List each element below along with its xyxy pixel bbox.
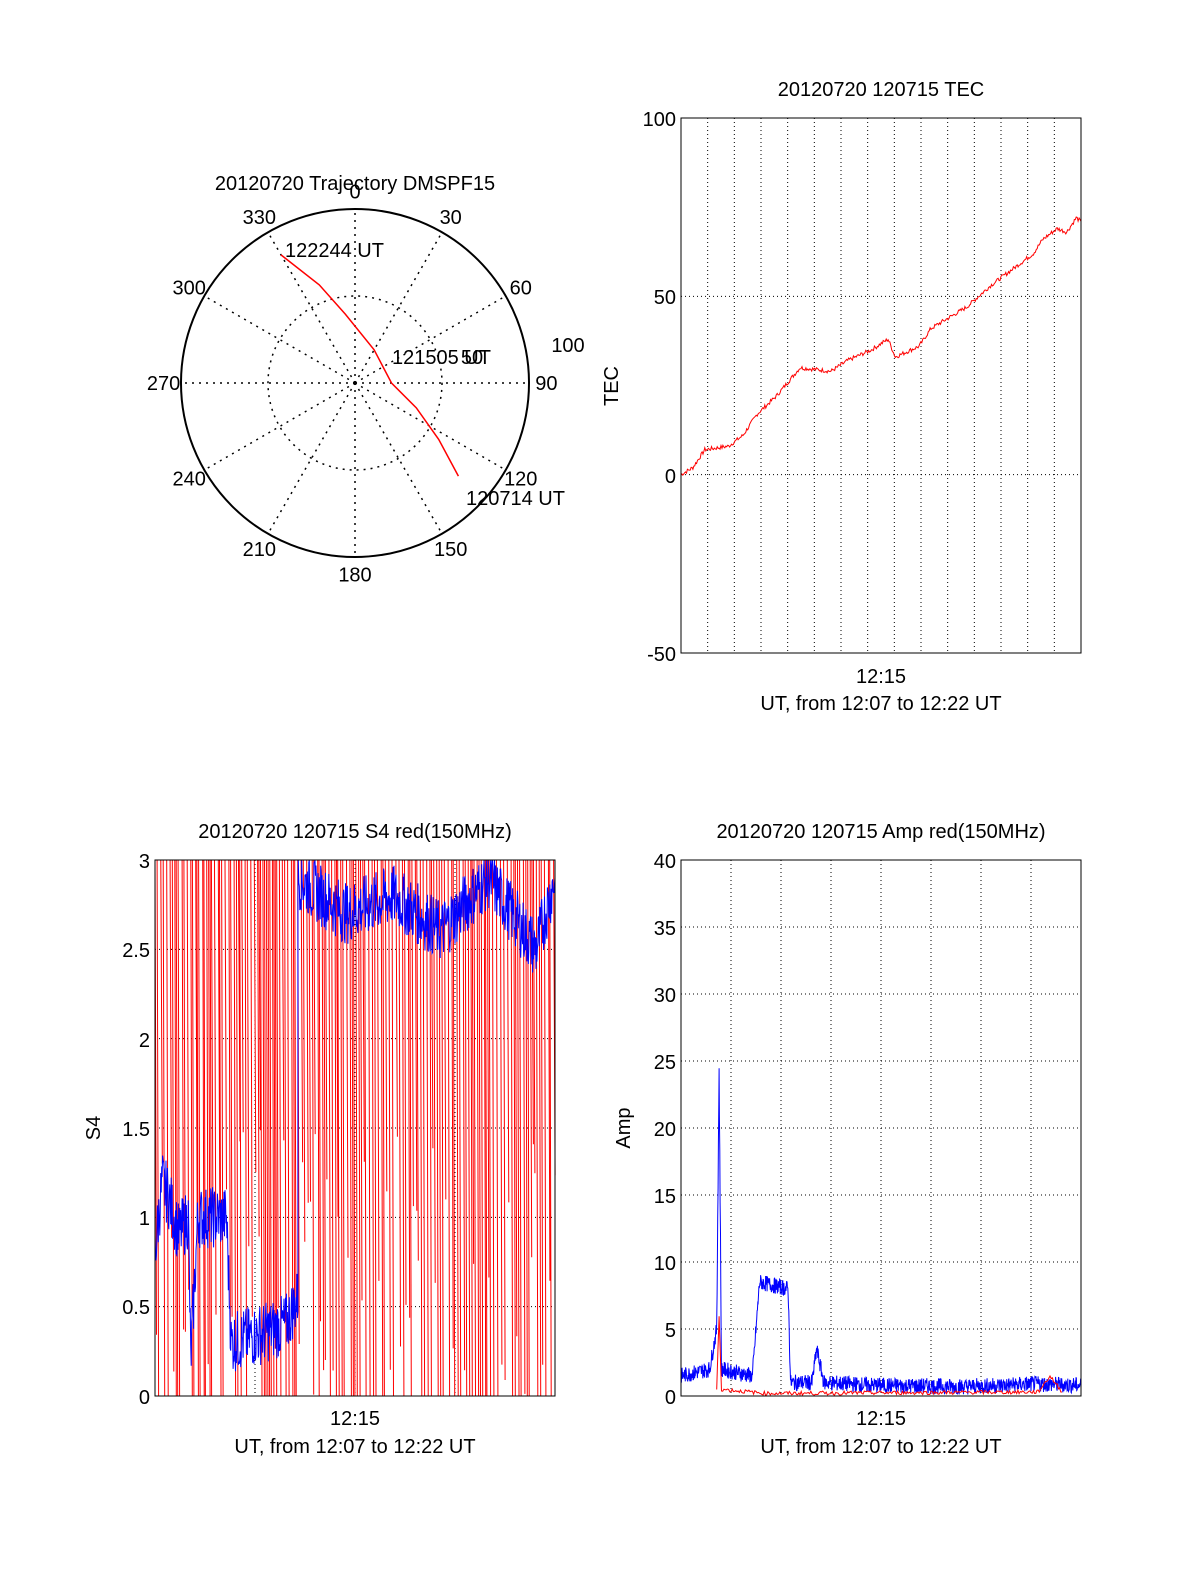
polar-azimuth-label: 0 — [349, 182, 360, 204]
amp-xlabel: UT, from 12:07 to 12:22 UT — [760, 1436, 1001, 1458]
polar-outer-circle — [180, 208, 530, 558]
tec-xlabel: UT, from 12:07 to 12:22 UT — [760, 693, 1001, 715]
amp-red-trace — [716, 1316, 1062, 1397]
polar-azimuth-label: 90 — [535, 373, 557, 395]
amp-ytick-30: 30 — [654, 985, 676, 1007]
polar-azimuth-label: 60 — [510, 277, 532, 299]
polar-azimuth-label: 300 — [173, 277, 206, 299]
amp-ytick-10: 10 — [654, 1253, 676, 1275]
s4-ylabel: S4 — [83, 1116, 105, 1140]
amp-ytick-40: 40 — [654, 851, 676, 873]
amp-ytick-0: 0 — [665, 1387, 676, 1409]
polar-spoke — [354, 231, 443, 384]
tec-chart: 20120720 120715 TEC 100 50 0 -50 TEC 12:… — [601, 79, 1082, 715]
polar-azimuth-label: 330 — [243, 207, 276, 229]
polar-spoke — [354, 382, 443, 535]
s4-ytick-1: 1 — [139, 1208, 150, 1230]
tec-ytick-100: 100 — [643, 109, 676, 131]
tec-series — [680, 216, 1082, 477]
tec-ytick-50: 50 — [654, 287, 676, 309]
polar-azimuth-labels: 0 30 60 90 120 150 180 210 240 270 300 330 — [147, 182, 558, 587]
polar-azimuth-label: 30 — [440, 207, 462, 229]
polar-azimuth-label: 210 — [243, 539, 276, 561]
s4-xtick: 12:15 — [330, 1408, 380, 1430]
polar-trajectory-series — [280, 254, 460, 477]
s4-ytick-0.5: 0.5 — [122, 1297, 150, 1319]
amp-ylabel: Amp — [613, 1107, 635, 1148]
tec-title: 20120720 120715 TEC — [778, 79, 984, 101]
s4-xlabel: UT, from 12:07 to 12:22 UT — [234, 1436, 475, 1458]
polar-spoke — [267, 382, 356, 535]
polar-annotation-mid: 121505 UT — [392, 347, 491, 369]
amp-series — [680, 1068, 1082, 1397]
s4-ytick-3: 3 — [139, 851, 150, 873]
amp-grid — [681, 860, 1081, 1396]
polar-title: 20120720 Trajectory DMSPF15 — [215, 173, 495, 195]
amp-ytick-5: 5 — [665, 1320, 676, 1342]
polar-radial-label-50: 50 — [461, 347, 483, 369]
polar-grid — [180, 208, 530, 558]
trajectory-polar-chart: 20120720 Trajectory DMSPF15 0 30 60 90 120 15… — [147, 173, 585, 586]
polar-azimuth-label: 240 — [173, 469, 206, 491]
s4-ytick-2.5: 2.5 — [122, 940, 150, 962]
polar-spoke — [354, 382, 507, 471]
tec-line — [680, 216, 1082, 477]
s4-blue-trace — [154, 859, 556, 1372]
s4-ytick-2: 2 — [139, 1030, 150, 1052]
s4-plot-frame — [154, 859, 556, 1397]
polar-azimuth-label: 150 — [434, 539, 467, 561]
s4-series — [154, 859, 556, 1397]
s4-ytick-0: 0 — [139, 1387, 150, 1409]
tec-grid — [681, 118, 1081, 653]
s4-title: 20120720 120715 S4 red(150MHz) — [198, 821, 512, 843]
polar-annotation-start: 120714 UT — [466, 488, 565, 510]
amp-blue-trace — [680, 1068, 1082, 1395]
amp-ytick-25: 25 — [654, 1052, 676, 1074]
polar-azimuth-label: 270 — [147, 373, 180, 395]
polar-azimuth-label: 180 — [338, 564, 371, 586]
tec-ytick-minus50: -50 — [647, 644, 676, 666]
s4-chart: 20120720 120715 S4 red(150MHz) 3 2.5 2 1… — [83, 821, 556, 1458]
polar-azimuth-label: 120 — [504, 469, 537, 491]
polar-inner-circle — [267, 295, 443, 471]
amp-xtick: 12:15 — [856, 1408, 906, 1430]
tec-ytick-0: 0 — [665, 466, 676, 488]
s4-ytick-1.5: 1.5 — [122, 1119, 150, 1141]
amp-title: 20120720 120715 Amp red(150MHz) — [716, 821, 1045, 843]
s4-red-trace — [154, 859, 556, 1397]
tec-plot-frame — [680, 117, 1082, 654]
amp-plot-frame — [680, 859, 1082, 1397]
polar-trajectory-line — [280, 254, 460, 477]
amp-ytick-35: 35 — [654, 918, 676, 940]
amp-ytick-15: 15 — [654, 1186, 676, 1208]
polar-radial-label-100: 100 — [551, 335, 584, 357]
polar-spoke — [203, 295, 356, 384]
tec-ylabel: TEC — [601, 366, 623, 406]
amp-ytick-20: 20 — [654, 1119, 676, 1141]
polar-spoke — [203, 382, 356, 471]
amp-chart: 20120720 120715 Amp red(150MHz) 40 35 30… — [613, 821, 1082, 1458]
polar-spoke — [267, 231, 356, 384]
tec-xtick: 12:15 — [856, 666, 906, 688]
polar-annotation-end: 122244 UT — [285, 240, 384, 262]
polar-spoke — [354, 295, 507, 384]
